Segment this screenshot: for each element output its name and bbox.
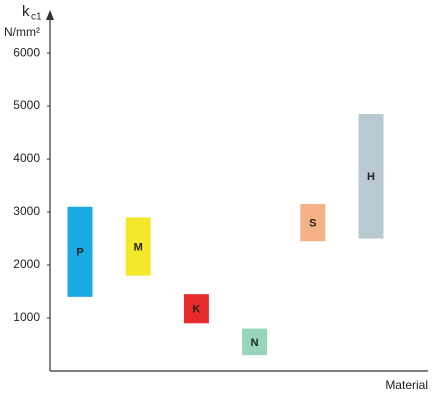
category-label: S	[309, 218, 316, 230]
y-tick-label: 6000	[13, 45, 40, 59]
category-label: M	[134, 241, 143, 253]
range-bar	[358, 114, 384, 239]
range-bar	[183, 294, 209, 324]
range-bar	[242, 328, 268, 356]
category-label: P	[76, 247, 83, 259]
y-tick-label: 1000	[13, 310, 40, 324]
range-bar	[125, 217, 151, 276]
range-bar	[67, 206, 93, 297]
y-label-subscript: c1	[31, 12, 42, 23]
y-axis-arrow	[46, 10, 54, 20]
range-bar	[300, 204, 326, 242]
category-label: N	[251, 337, 259, 349]
y-unit: N/mm²	[4, 25, 40, 39]
y-label: k	[22, 3, 30, 20]
y-tick-label: 2000	[13, 257, 40, 271]
y-tick-label: 4000	[13, 151, 40, 165]
category-label: H	[367, 171, 375, 183]
y-tick-label: 5000	[13, 98, 40, 112]
x-label: Material	[385, 378, 428, 392]
y-tick-label: 3000	[13, 204, 40, 218]
category-label: K	[192, 304, 200, 316]
